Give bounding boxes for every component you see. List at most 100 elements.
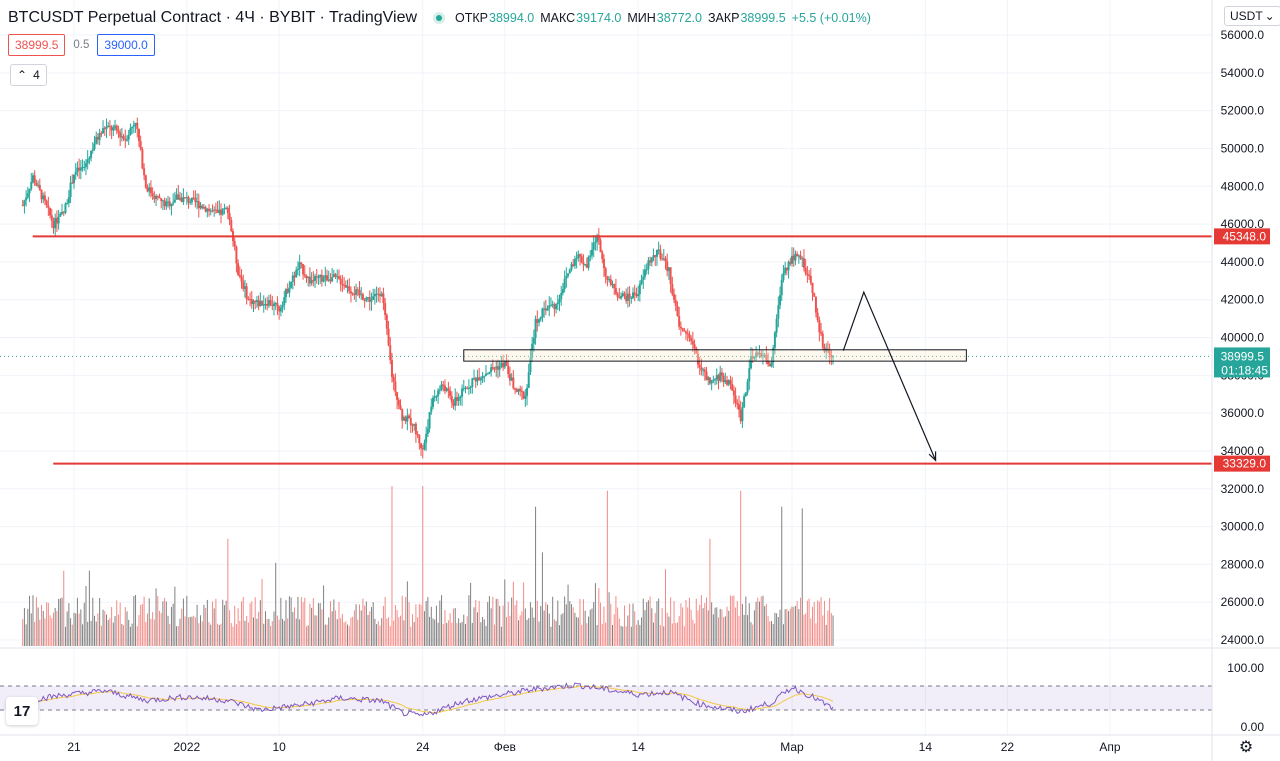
candle-body <box>349 291 352 294</box>
candle-body <box>425 433 428 443</box>
candle-body <box>789 261 792 264</box>
candle-body <box>201 205 204 209</box>
candle-body <box>124 138 127 141</box>
countdown-label: 01:18:45 <box>1221 363 1268 377</box>
currency-dropdown[interactable]: USDT ⌄ <box>1224 6 1280 26</box>
candle-body <box>250 299 253 305</box>
candle-body <box>572 264 575 266</box>
candle-body <box>237 263 240 275</box>
sell-button[interactable]: 38999.5 <box>8 34 66 56</box>
candle-body <box>461 388 464 397</box>
candle-body <box>515 389 518 392</box>
candle-body <box>707 377 710 380</box>
candle-body <box>305 275 308 279</box>
candle-body <box>821 333 824 348</box>
candle-body <box>722 375 725 383</box>
candle-body <box>496 366 499 370</box>
level-price-label: 33329.0 <box>1223 457 1267 471</box>
high-value: 39174.0 <box>576 11 622 25</box>
close-value: 38999.5 <box>740 11 786 25</box>
candle-body <box>818 319 821 333</box>
candle-body <box>623 293 626 296</box>
candle-body <box>681 328 684 330</box>
candle-body <box>647 260 650 270</box>
candle-body <box>809 275 812 283</box>
candle-body <box>679 326 682 329</box>
candle-body <box>370 299 373 302</box>
candle-body <box>420 443 423 449</box>
candle-body <box>666 261 669 272</box>
candle-body <box>50 215 53 221</box>
candle-body <box>61 211 64 214</box>
candle-body <box>146 187 149 192</box>
candle-body <box>389 345 392 361</box>
candle-body <box>78 167 81 171</box>
candle-body <box>594 241 597 243</box>
candle-body <box>394 381 397 393</box>
candle-body <box>105 126 108 129</box>
candle-body <box>555 304 558 310</box>
candle-body <box>782 273 785 280</box>
candle-body <box>324 275 327 279</box>
candle-body <box>597 235 600 241</box>
candle-body <box>729 380 732 384</box>
candle-body <box>700 367 703 371</box>
candle-body <box>327 279 330 281</box>
candle-body <box>642 276 645 280</box>
candle-body <box>493 368 496 370</box>
candle-body <box>650 257 653 263</box>
candle-body <box>765 354 768 361</box>
candle-body <box>589 255 592 257</box>
candle-body <box>779 295 782 306</box>
candle-body <box>355 289 358 295</box>
tradingview-logo-icon[interactable]: 17 <box>6 697 38 725</box>
candle-body <box>132 124 135 127</box>
candle-body <box>479 378 482 381</box>
candle-body <box>575 257 578 260</box>
candle-body <box>753 356 756 359</box>
candle-body <box>71 182 74 184</box>
time-tick-label: 14 <box>631 740 645 754</box>
candle-body <box>828 350 831 356</box>
buy-button[interactable]: 39000.0 <box>97 34 155 56</box>
candle-body <box>739 409 742 422</box>
candle-body <box>695 348 698 354</box>
candle-body <box>190 197 193 203</box>
candle-body <box>698 364 701 368</box>
candle-body <box>520 390 523 392</box>
candle-body <box>592 242 595 250</box>
candle-body <box>221 209 224 215</box>
projection-path <box>842 290 937 461</box>
candle-body <box>339 278 342 284</box>
candle-body <box>582 262 585 265</box>
price-tick-label: 52000.0 <box>1221 104 1265 118</box>
candle-body <box>543 308 546 310</box>
candle-body <box>620 296 623 299</box>
candle-body <box>761 355 764 357</box>
candle-body <box>194 197 197 203</box>
candle-body <box>734 395 737 403</box>
candle-body <box>832 355 835 358</box>
candle-body <box>243 286 246 289</box>
price-tick-label: 54000.0 <box>1221 66 1265 80</box>
candle-body <box>632 292 635 298</box>
candle-body <box>230 219 233 232</box>
candle-body <box>541 308 544 318</box>
candle-body <box>534 319 537 338</box>
candle-body <box>199 205 202 209</box>
candle-body <box>664 258 667 262</box>
candle-body <box>286 289 289 293</box>
indicators-toggle[interactable]: ⌃ 4 <box>10 64 47 86</box>
candle-body <box>763 354 766 356</box>
candle-body <box>459 396 462 398</box>
candle-body <box>726 380 729 385</box>
candle-body <box>341 283 344 285</box>
candle-body <box>189 202 192 204</box>
candle-body <box>399 405 402 410</box>
gear-icon[interactable]: ⚙ <box>1238 739 1254 756</box>
candle-body <box>428 411 431 429</box>
symbol-title[interactable]: BTCUSDT Perpetual Contract · 4Ч · BYBIT … <box>8 9 418 26</box>
candle-body <box>45 200 48 206</box>
candle-body <box>799 255 802 259</box>
